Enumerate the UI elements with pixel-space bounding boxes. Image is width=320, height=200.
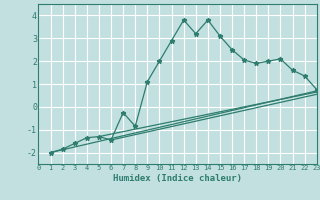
X-axis label: Humidex (Indice chaleur): Humidex (Indice chaleur) — [113, 174, 242, 183]
